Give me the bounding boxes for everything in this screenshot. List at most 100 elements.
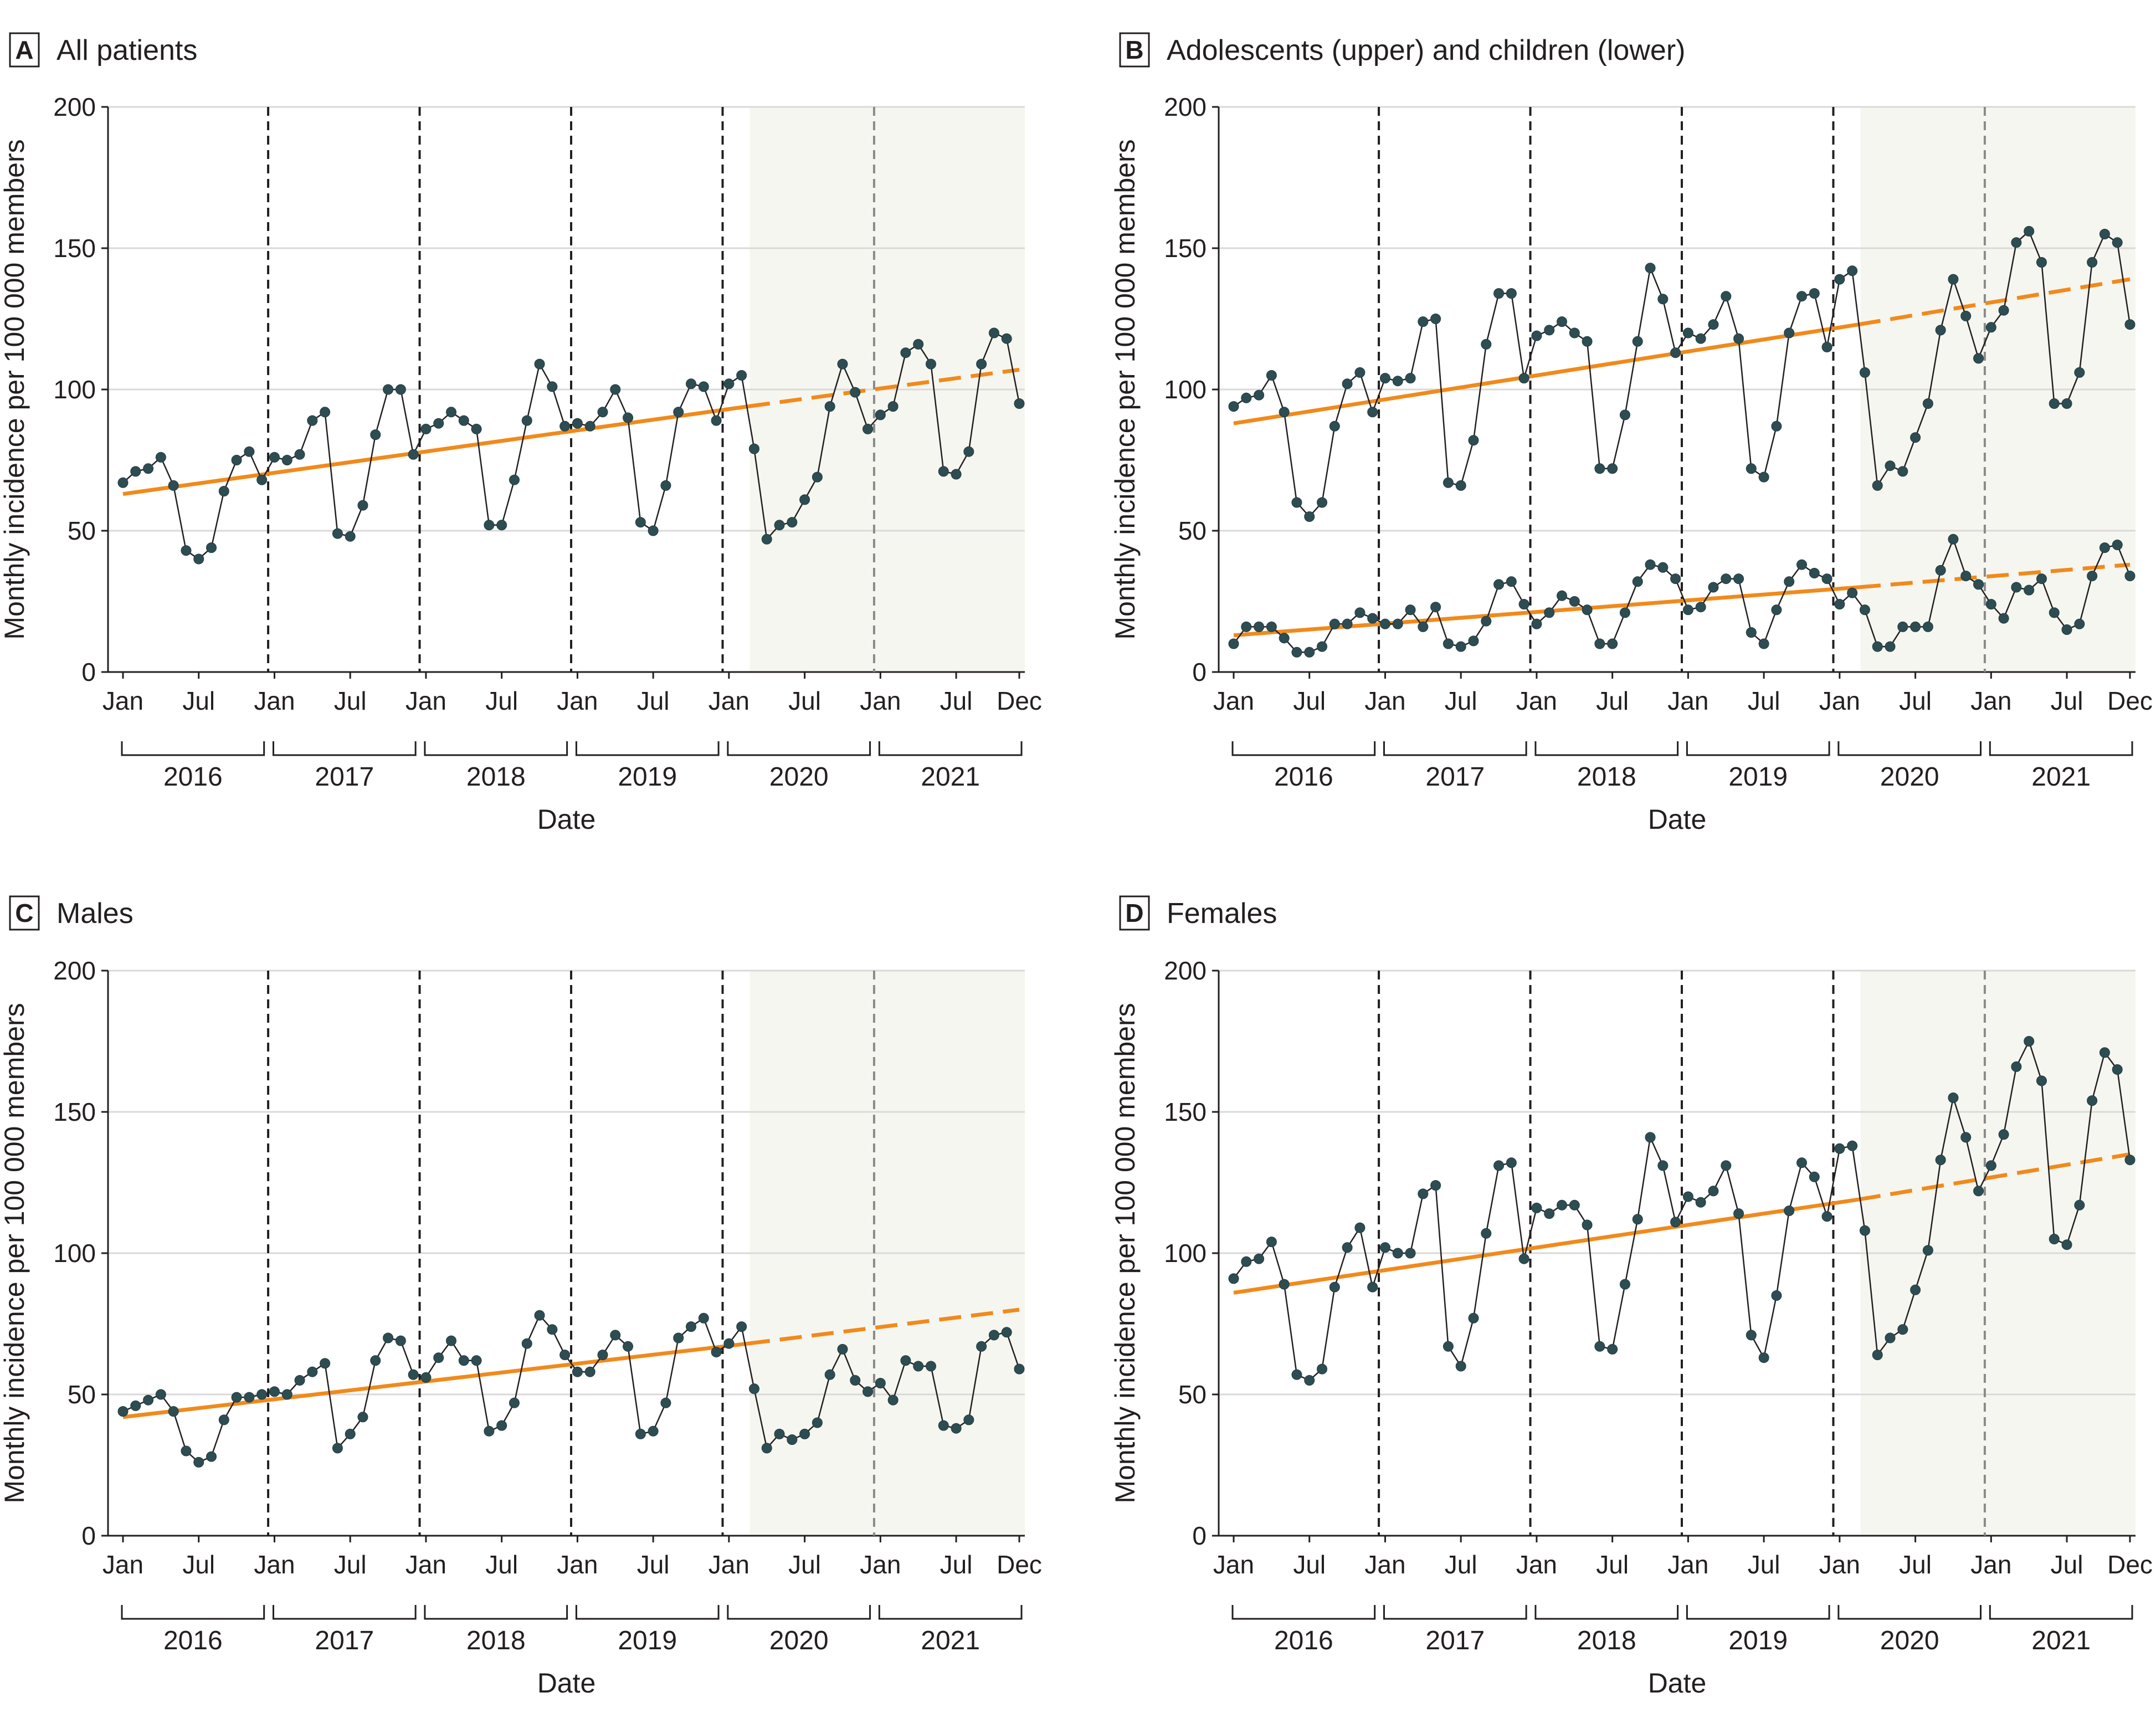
data-point	[1695, 602, 1706, 613]
year-bracket	[878, 741, 1023, 756]
series-line	[1233, 230, 2131, 518]
data-point	[1746, 627, 1757, 638]
data-point	[2036, 257, 2047, 268]
data-point	[231, 455, 242, 465]
data-point	[1821, 1211, 1832, 1222]
data-point	[1758, 1352, 1769, 1363]
data-point	[925, 1361, 936, 1372]
y-tick-label: 150	[53, 234, 96, 263]
panel-letter-box	[1119, 895, 1150, 931]
data-point	[812, 471, 823, 483]
data-point	[1379, 618, 1390, 629]
data-point	[1948, 1093, 1959, 1103]
year-bracket	[1837, 1605, 1982, 1620]
data-point	[711, 415, 722, 426]
data-point	[395, 1335, 406, 1346]
data-point	[913, 339, 924, 350]
x-tick-label: Jul	[182, 686, 215, 715]
data-point	[1607, 638, 1618, 649]
data-point	[1493, 579, 1505, 590]
data-point	[1922, 1245, 1933, 1256]
data-point	[383, 1332, 394, 1343]
panel-letter-box	[9, 895, 40, 931]
data-point	[256, 1389, 268, 1400]
data-point	[1796, 291, 1807, 302]
panel-letter: B	[1125, 35, 1143, 64]
data-point	[2112, 1064, 2123, 1075]
data-point	[1329, 618, 1340, 629]
data-point	[1960, 310, 1972, 321]
data-point	[1682, 327, 1693, 339]
data-point	[1708, 1186, 1719, 1197]
data-point	[1619, 409, 1630, 420]
data-point	[1645, 263, 1656, 274]
data-point	[1733, 333, 1744, 344]
data-point	[1960, 571, 1972, 582]
data-point	[723, 378, 735, 389]
y-tick-label: 150	[53, 1097, 96, 1126]
x-tick-label: Jul	[1293, 1550, 1326, 1579]
data-point	[2124, 1155, 2136, 1166]
x-axis-title: Date	[537, 1668, 596, 1699]
year-label: 2019	[1728, 762, 1788, 792]
data-point	[357, 1412, 368, 1423]
data-point	[484, 520, 495, 531]
data-point	[2049, 607, 2060, 618]
data-point	[2036, 573, 2047, 584]
data-point	[2024, 584, 2035, 596]
data-point	[1544, 325, 1555, 336]
year-bracket	[272, 741, 417, 756]
data-point	[863, 423, 874, 434]
data-point	[332, 528, 343, 539]
data-point	[1342, 618, 1353, 629]
year-bracket	[727, 1605, 871, 1620]
data-point	[458, 415, 469, 426]
data-point	[244, 1392, 255, 1403]
data-point	[1746, 1330, 1757, 1341]
x-tick-label: Jul	[1748, 686, 1780, 715]
data-point	[988, 1330, 999, 1341]
x-tick-label: Jul	[788, 1550, 821, 1579]
data-point	[1569, 596, 1580, 607]
data-point	[1645, 1132, 1656, 1143]
data-point	[1809, 1171, 1820, 1182]
data-point	[1922, 621, 1933, 632]
data-point	[1354, 1222, 1366, 1233]
panel-title: All patients	[57, 34, 197, 66]
trend-line-projected	[1858, 277, 2131, 327]
data-point	[1670, 1217, 1681, 1228]
data-point	[976, 358, 987, 370]
trend-line-prepandemic	[122, 1341, 748, 1419]
x-tick-label: Jan	[254, 686, 295, 715]
data-point	[1266, 1237, 1277, 1248]
data-point	[1367, 613, 1378, 624]
data-point	[218, 1414, 229, 1425]
data-point	[1985, 1160, 1996, 1171]
data-point	[193, 1456, 204, 1468]
data-point	[420, 423, 432, 434]
data-point	[1998, 613, 2009, 624]
data-point	[1582, 1219, 1593, 1230]
data-point	[294, 1375, 305, 1386]
data-point	[1758, 638, 1769, 649]
data-point	[1317, 641, 1328, 652]
y-axis-title: Monthly incidence per 100 000 members	[1110, 1003, 1141, 1503]
data-point	[963, 1414, 974, 1425]
data-point	[1392, 1248, 1403, 1259]
data-point	[1544, 1208, 1555, 1219]
data-point	[244, 446, 255, 457]
x-tick-label: Jul	[1748, 1550, 1780, 1579]
y-tick-label: 150	[1164, 234, 1207, 263]
data-point	[988, 327, 999, 339]
data-point	[294, 449, 305, 460]
data-point	[143, 463, 154, 474]
data-point	[1859, 604, 1870, 616]
data-point	[761, 534, 772, 545]
x-tick-label: Jul	[485, 686, 518, 715]
data-point	[2061, 1239, 2072, 1250]
data-point	[509, 474, 520, 485]
data-point	[408, 449, 419, 460]
x-tick-label: Jan	[709, 686, 750, 715]
data-point	[1342, 1242, 1353, 1253]
year-label: 2021	[2031, 1626, 2091, 1655]
